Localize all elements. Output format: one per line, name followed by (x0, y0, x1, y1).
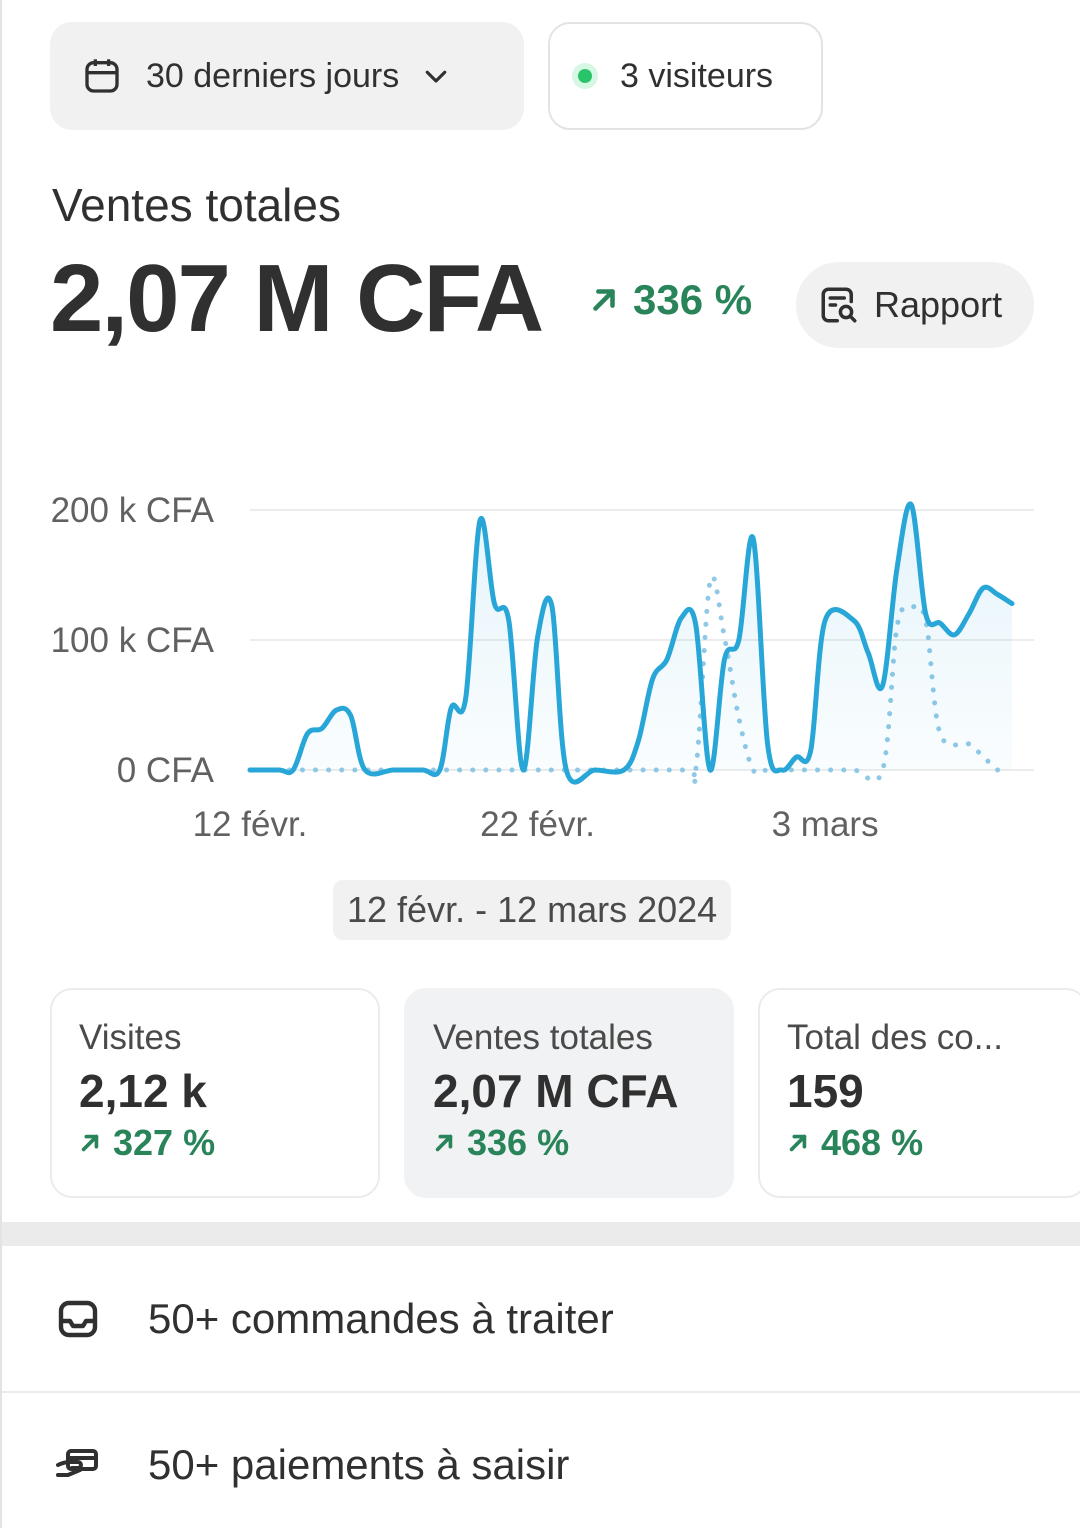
date-range-label: 30 derniers jours (146, 56, 400, 95)
arrow-up-right-icon (789, 1134, 807, 1152)
y-tick-label: 200 k CFA (51, 491, 215, 530)
metric-card-total-sales[interactable]: Ventes totales 2,07 M CFA 336 % (404, 988, 734, 1198)
report-search-icon (821, 287, 857, 323)
sales-series-area (250, 503, 1012, 783)
calendar-icon (85, 59, 119, 93)
x-tick-label: 22 févr. (480, 805, 595, 844)
report-button[interactable]: Rapport (796, 262, 1034, 348)
metric-change-value: 468 % (821, 1122, 924, 1163)
live-status-dot (572, 63, 598, 89)
metric-card-total-orders[interactable]: Total des co... 159 468 % (758, 988, 1080, 1198)
metric-change-value: 327 % (113, 1122, 216, 1163)
section-divider (2, 1222, 1080, 1246)
metric-label: Ventes totales (433, 1018, 653, 1057)
metric-value: 159 (787, 1065, 864, 1117)
y-tick-label: 0 CFA (117, 751, 215, 790)
metric-value: 2,12 k (79, 1065, 207, 1117)
x-tick-label: 12 févr. (193, 805, 308, 844)
sales-line-chart: 200 k CFA 100 k CFA 0 CFA 12 févr. 22 févr.… (51, 491, 1034, 844)
metric-card-visits[interactable]: Visites 2,12 k 327 % (50, 988, 380, 1198)
sales-series-line (247, 501, 1015, 785)
metric-change: 336 % (433, 1122, 732, 1164)
sales-title: Ventes totales (52, 179, 341, 231)
arrow-up-right-icon (435, 1134, 453, 1152)
arrow-up-right-icon (593, 289, 615, 311)
visitors-label: 3 visiteurs (620, 56, 774, 95)
chart-date-range: 12 févr. - 12 mars 2024 (333, 880, 732, 940)
y-tick-label: 100 k CFA (51, 621, 215, 660)
metric-label: Visites (79, 1018, 182, 1057)
payment-hand-icon (56, 1449, 98, 1477)
inbox-icon (58, 1300, 98, 1338)
metric-change-value: 336 % (467, 1122, 570, 1163)
task-row-payments[interactable]: 50+ paiements à saisir (2, 1393, 1080, 1537)
arrow-up-right-icon (81, 1134, 99, 1152)
chevron-down-icon (425, 70, 447, 83)
task-label: 50+ commandes à traiter (148, 1295, 614, 1342)
sales-change-value: 336 % (633, 276, 753, 323)
sales-total-value: 2,07 M CFA (50, 245, 544, 352)
chart-x-axis: 12 févr. 22 févr. 3 mars (193, 805, 879, 844)
x-tick-label: 3 mars (772, 805, 879, 844)
metric-label: Total des co... (787, 1018, 1003, 1057)
report-button-label: Rapport (874, 284, 1003, 325)
metric-value: 2,07 M CFA (433, 1065, 679, 1117)
task-row-orders[interactable]: 50+ commandes à traiter (2, 1247, 1080, 1393)
live-visitors-button[interactable]: 3 visiteurs (548, 22, 823, 130)
metric-change: 468 % (787, 1122, 1080, 1164)
sales-change-badge: 336 % (587, 276, 752, 324)
date-range-selector[interactable]: 30 derniers jours (50, 22, 524, 130)
chart-series (247, 501, 1015, 787)
task-label: 50+ paiements à saisir (148, 1441, 570, 1488)
chart-y-axis: 200 k CFA 100 k CFA 0 CFA (51, 491, 215, 790)
metric-change: 327 % (79, 1122, 378, 1164)
